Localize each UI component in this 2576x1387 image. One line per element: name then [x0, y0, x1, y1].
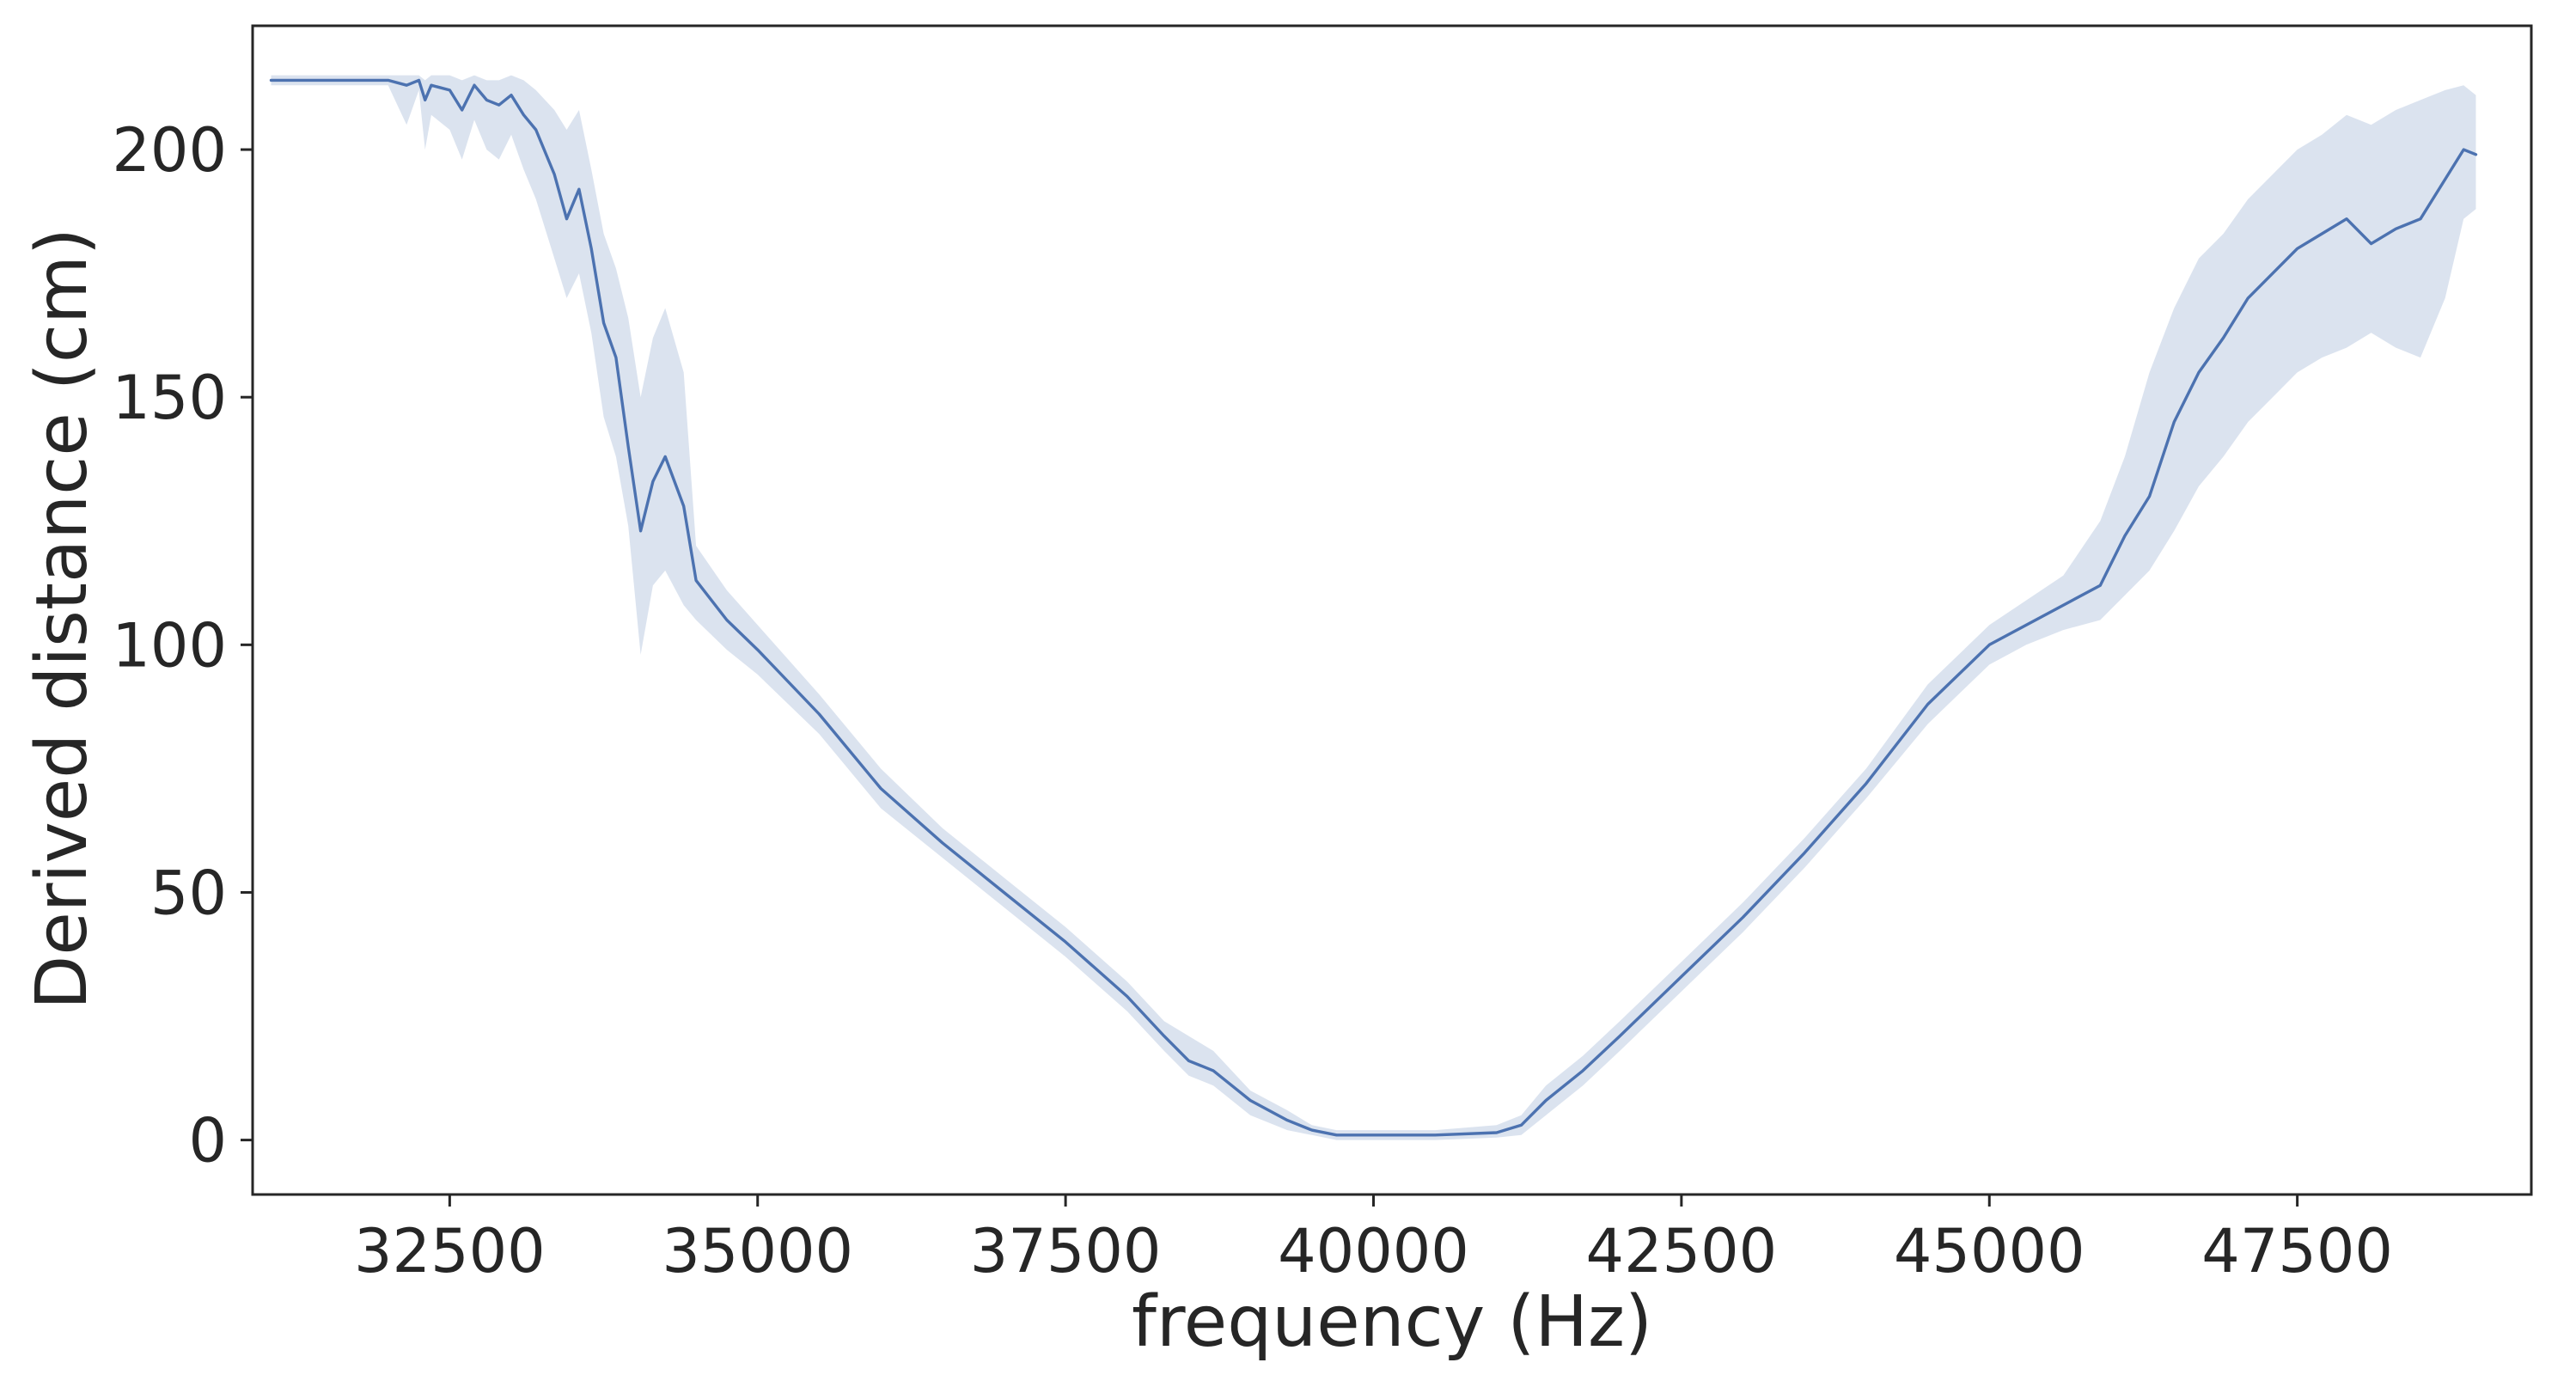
x-tick-label: 42500 — [1586, 1216, 1778, 1286]
plot-area — [269, 75, 2478, 1140]
x-tick-label: 47500 — [2201, 1216, 2393, 1286]
y-tick-label: 200 — [112, 115, 227, 186]
y-tick-label: 150 — [112, 363, 227, 433]
x-axis-label: frequency (Hz) — [1132, 1281, 1652, 1363]
series-line — [269, 78, 2478, 1137]
confidence-band — [271, 75, 2476, 1140]
axis-ticks: 32500 35000 37500 40000 42500 45000 47500 0 50 10… — [112, 115, 2393, 1286]
axes-frame — [251, 24, 2533, 1196]
x-tick-label: 37500 — [970, 1216, 1162, 1286]
x-tick-label: 45000 — [1894, 1216, 2085, 1286]
x-tick-label: 32500 — [354, 1216, 546, 1286]
x-tick-label: 40000 — [1278, 1216, 1469, 1286]
y-tick-label: 100 — [112, 610, 227, 681]
y-tick-label: 50 — [150, 858, 227, 928]
y-tick-label: 0 — [188, 1106, 227, 1176]
x-tick-label: 35000 — [662, 1216, 853, 1286]
y-axis-label: Derived distance (cm) — [21, 228, 103, 1010]
